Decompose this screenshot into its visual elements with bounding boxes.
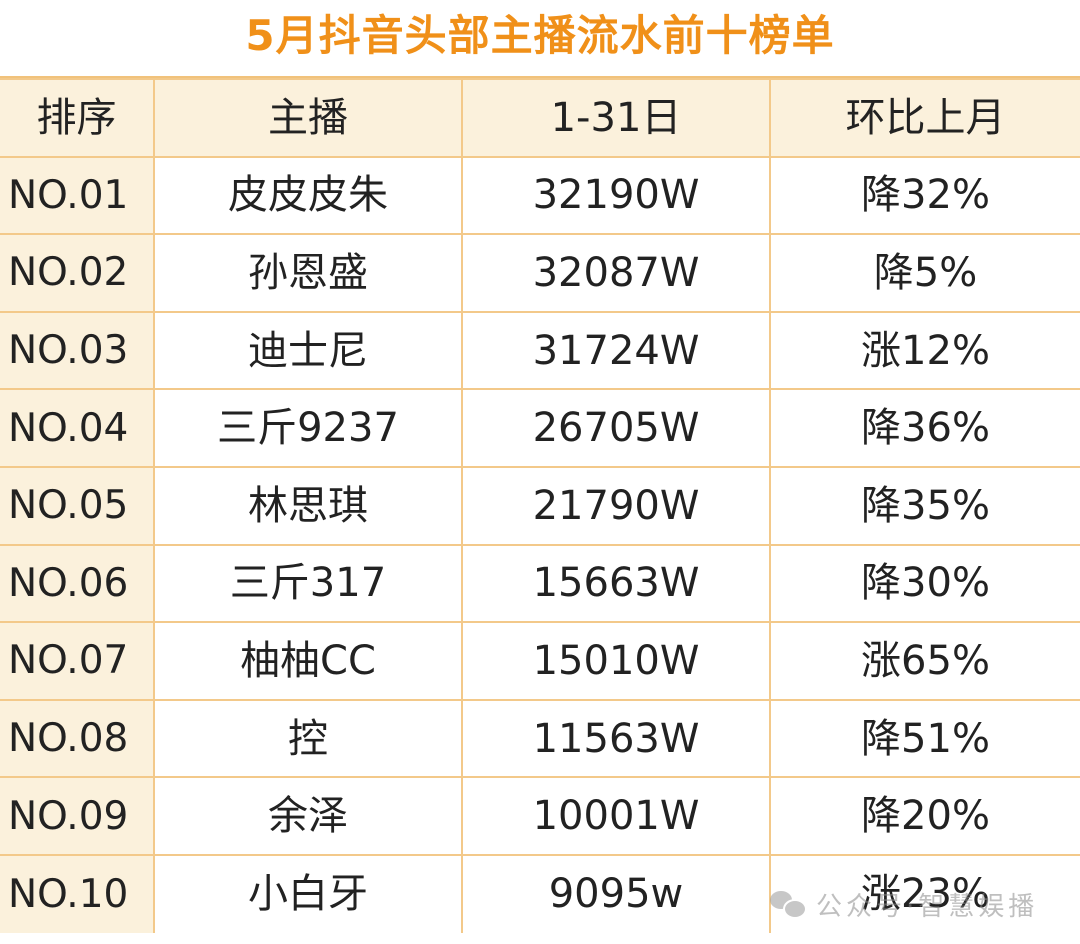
table-row: NO.04 三斤9237 26705W 降36% [0,388,1080,468]
change-cell: 降5% [769,233,1080,313]
rank-cell: NO.07 [0,621,155,701]
change-cell: 降36% [769,388,1080,468]
streamer-cell: 小白牙 [153,853,463,933]
header-streamer: 主播 [153,78,463,158]
header-row: 排序 主播 1-31日 环比上月 [0,78,1080,158]
table-body: NO.01 皮皮皮朱 32190W 降32% NO.02 孙恩盛 32087W … [0,155,1080,933]
change-cell: 降51% [769,698,1080,779]
streamer-cell: 迪士尼 [153,310,463,391]
streamer-cell: 孙恩盛 [153,233,463,313]
rank-cell: NO.02 [0,233,155,313]
table-row: NO.05 林思琪 21790W 降35% [0,465,1080,546]
streamer-cell: 控 [153,698,463,779]
amount-cell: 26705W [461,388,771,468]
amount-cell: 31724W [461,310,771,391]
amount-cell: 32087W [461,233,771,313]
title-bar: 5月抖音头部主播流水前十榜单 [0,0,1080,78]
header-amount: 1-31日 [461,78,771,158]
amount-cell: 32190W [461,155,771,236]
ranking-table: 排序 主播 1-31日 环比上月 NO.01 皮皮皮朱 32190W 降32% … [0,78,1080,933]
streamer-cell: 余泽 [153,776,463,856]
streamer-cell: 林思琪 [153,465,463,546]
rank-cell: NO.10 [0,853,155,933]
page-title: 5月抖音头部主播流水前十榜单 [245,11,835,60]
table-row: NO.03 迪士尼 31724W 涨12% [0,310,1080,391]
amount-cell: 11563W [461,698,771,779]
table-row: NO.02 孙恩盛 32087W 降5% [0,233,1080,313]
rank-cell: NO.06 [0,543,155,624]
header-change: 环比上月 [769,78,1080,158]
rank-cell: NO.04 [0,388,155,468]
change-cell: 降30% [769,543,1080,624]
table-row: NO.07 柚柚CC 15010W 涨65% [0,621,1080,701]
rank-cell: NO.01 [0,155,155,236]
rank-cell: NO.05 [0,465,155,546]
table-header: 排序 主播 1-31日 环比上月 [0,78,1080,158]
table-row: NO.06 三斤317 15663W 降30% [0,543,1080,624]
change-cell: 涨12% [769,310,1080,391]
rank-cell: NO.08 [0,698,155,779]
amount-cell: 15663W [461,543,771,624]
amount-cell: 21790W [461,465,771,546]
streamer-cell: 皮皮皮朱 [153,155,463,236]
change-cell: 涨23% [769,853,1080,933]
table-row: NO.10 小白牙 9095w 涨23% [0,853,1080,933]
change-cell: 涨65% [769,621,1080,701]
streamer-cell: 三斤9237 [153,388,463,468]
amount-cell: 9095w [461,853,771,933]
streamer-cell: 柚柚CC [153,621,463,701]
streamer-cell: 三斤317 [153,543,463,624]
change-cell: 降32% [769,155,1080,236]
rank-cell: NO.09 [0,776,155,856]
change-cell: 降20% [769,776,1080,856]
amount-cell: 10001W [461,776,771,856]
table-row: NO.08 控 11563W 降51% [0,698,1080,779]
header-rank: 排序 [0,78,155,158]
table-row: NO.01 皮皮皮朱 32190W 降32% [0,155,1080,236]
change-cell: 降35% [769,465,1080,546]
amount-cell: 15010W [461,621,771,701]
table-row: NO.09 余泽 10001W 降20% [0,776,1080,856]
rank-cell: NO.03 [0,310,155,391]
